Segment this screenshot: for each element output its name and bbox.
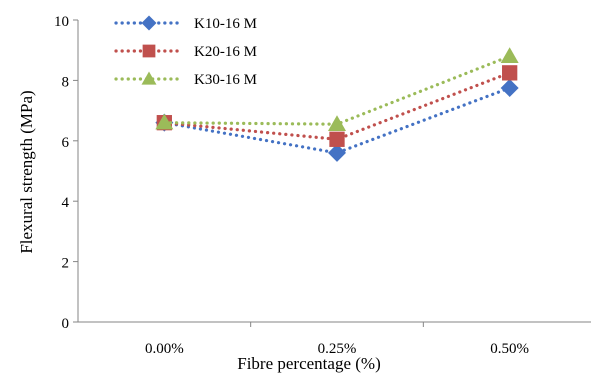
y-axis-title: Flexural strength (MPa) xyxy=(17,90,36,253)
series-line xyxy=(162,54,512,126)
data-point xyxy=(502,65,518,81)
data-point xyxy=(500,78,519,97)
data-point xyxy=(141,71,157,85)
data-point xyxy=(328,115,346,131)
data-point xyxy=(500,47,519,63)
y-tick-label: 2 xyxy=(62,256,70,272)
legend-label: K10-16 M xyxy=(194,16,257,32)
x-tick-label: 0.00% xyxy=(145,341,184,357)
y-tick-label: 4 xyxy=(62,195,70,211)
y-tick-label: 10 xyxy=(54,14,69,30)
data-point xyxy=(329,131,345,147)
legend-entry: K30-16 M xyxy=(114,71,257,88)
y-tick-label: 6 xyxy=(62,135,70,151)
series-layer xyxy=(155,47,519,162)
series-line xyxy=(162,86,512,155)
data-point xyxy=(141,15,157,31)
y-tick-label: 8 xyxy=(62,74,70,90)
legend-label: K20-16 M xyxy=(194,44,257,60)
data-point xyxy=(155,113,174,130)
y-tick-label: 0 xyxy=(62,316,70,332)
legend-label: K30-16 M xyxy=(194,72,257,88)
axes: 0 2 4 6 8 10 0.00% 0.25% 0.50% xyxy=(54,14,591,357)
data-point xyxy=(328,143,346,162)
series-k30-16-m xyxy=(155,47,519,131)
legend: K10-16 M K20-16 M K30-16 M xyxy=(114,15,257,88)
legend-entry: K20-16 M xyxy=(114,44,257,60)
x-tick-label: 0.50% xyxy=(490,341,529,357)
x-tick-label: 0.25% xyxy=(318,341,357,357)
data-point xyxy=(142,44,156,58)
legend-entry: K10-16 M xyxy=(114,15,257,32)
x-axis-title: Fibre percentage (%) xyxy=(237,354,380,373)
